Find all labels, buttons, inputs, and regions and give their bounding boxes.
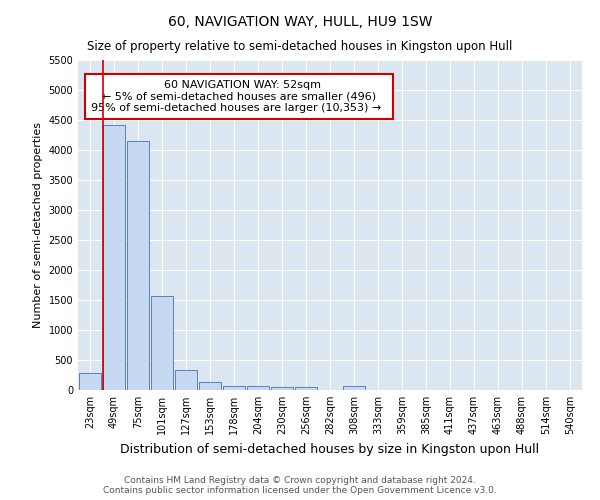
Bar [343, 386, 365, 390]
Bar [127, 141, 149, 390]
Bar [103, 125, 125, 390]
Text: Size of property relative to semi-detached houses in Kingston upon Hull: Size of property relative to semi-detach… [88, 40, 512, 53]
Bar [151, 296, 173, 390]
X-axis label: Distribution of semi-detached houses by size in Kingston upon Hull: Distribution of semi-detached houses by … [121, 442, 539, 456]
Y-axis label: Number of semi-detached properties: Number of semi-detached properties [33, 122, 43, 328]
Bar [295, 387, 317, 390]
Bar [223, 386, 245, 390]
Bar [199, 382, 221, 390]
Bar [271, 386, 293, 390]
Bar [247, 386, 269, 390]
Bar [175, 370, 197, 390]
Text: 60, NAVIGATION WAY, HULL, HU9 1SW: 60, NAVIGATION WAY, HULL, HU9 1SW [168, 15, 432, 29]
Text: 60 NAVIGATION WAY: 52sqm
← 5% of semi-detached houses are smaller (496)
95% of s: 60 NAVIGATION WAY: 52sqm ← 5% of semi-de… [91, 80, 388, 113]
Text: Contains HM Land Registry data © Crown copyright and database right 2024.
Contai: Contains HM Land Registry data © Crown c… [103, 476, 497, 495]
Bar [79, 373, 101, 390]
